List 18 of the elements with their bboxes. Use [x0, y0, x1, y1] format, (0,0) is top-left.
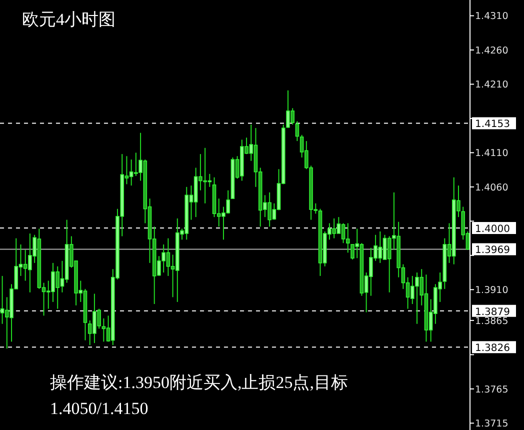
y-tick-label: 1.4260: [475, 45, 508, 56]
y-tick-label: 1.4060: [475, 182, 508, 194]
candlestick: [346, 222, 350, 254]
y-tick-label: 1.4210: [475, 80, 508, 91]
ref-line-label: 1.4000: [475, 224, 510, 236]
ref-line-label: 1.3826: [475, 343, 510, 354]
ref-line-label: 1.3879: [475, 306, 510, 318]
y-tick-label: 1.3910: [475, 285, 508, 296]
y-tick-label: 1.3715: [475, 418, 508, 430]
ref-line-label: 1.3969: [475, 245, 510, 256]
ref-line-label: 1.4153: [475, 119, 510, 130]
annotation: 操作建议:1.3950附近买入,止损25点,目标 1.4050/1.4150: [50, 372, 349, 420]
y-tick-label: 1.3765: [475, 384, 508, 396]
y-tick-label: 1.3865: [475, 316, 508, 327]
text: 欧元4小时图: [22, 10, 116, 29]
y-tick-label: 1.4310: [475, 11, 508, 22]
y-tick-label: 1.4110: [475, 148, 508, 160]
candlestick: [295, 120, 300, 142]
